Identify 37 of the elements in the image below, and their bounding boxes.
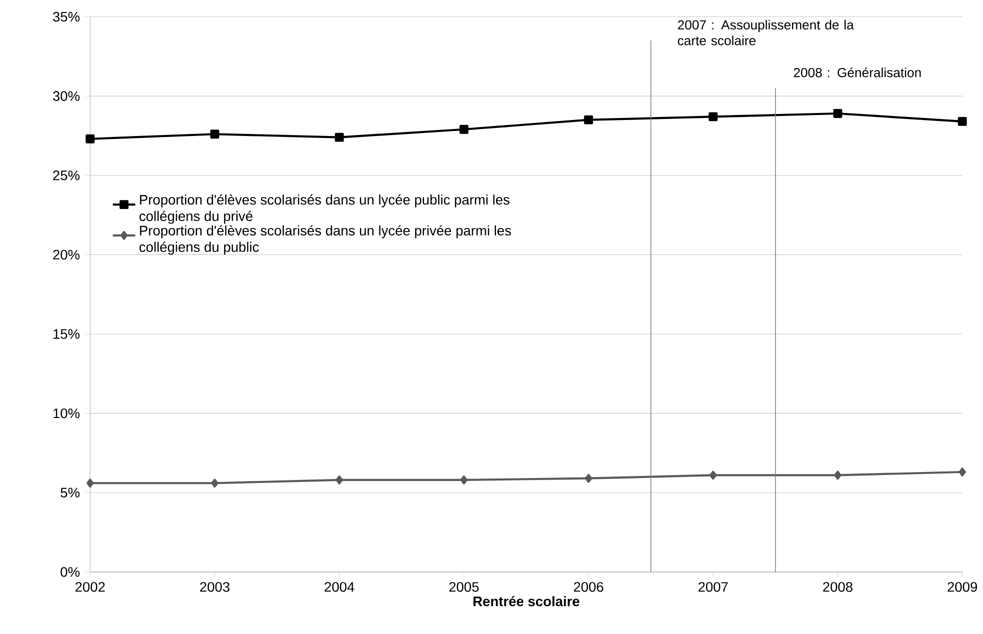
- legend-label: Proportion d'élèves scolarisés dans un lycée public parmi les collégiens du privé: [139, 194, 510, 224]
- point: [459, 124, 468, 134]
- x-axis-title: Rentrée scolaire: [474, 596, 580, 606]
- x-tick-label: 2008: [823, 582, 852, 592]
- point: [710, 470, 717, 480]
- y-tick-label: 25%: [53, 170, 80, 180]
- point: [584, 115, 593, 124]
- y-tick-label: 0%: [60, 567, 80, 577]
- y-tick-label: 10%: [54, 408, 80, 418]
- x-tick-label: 2005: [449, 582, 479, 592]
- y-tick-label: 20%: [53, 250, 80, 260]
- x-tick-label: 2004: [324, 582, 354, 592]
- ref-line-label: 2007 : Assouplissement de la carte scolaire: [678, 20, 854, 46]
- point: [86, 134, 95, 144]
- y-tick-label: 30%: [52, 91, 80, 101]
- point: [86, 478, 94, 488]
- x-tick-label: 2009: [948, 582, 977, 592]
- point: [210, 130, 220, 139]
- point: [708, 112, 718, 122]
- point: [584, 474, 592, 483]
- point: [958, 468, 966, 476]
- y-tick-label: 5%: [60, 488, 80, 498]
- x-tick-label: 2003: [200, 582, 230, 592]
- legend-label: Proportion d'élèves scolarisés dans un lycée privée parmi les collégiens du public: [139, 225, 511, 255]
- x-tick-label: 2002: [76, 582, 105, 592]
- point: [211, 478, 218, 488]
- point: [460, 475, 468, 484]
- point: [958, 116, 967, 126]
- y-tick-label: 35%: [52, 12, 80, 22]
- point: [334, 132, 344, 142]
- ref-line-label: 2008 : Généralisation: [794, 67, 921, 78]
- point: [834, 470, 842, 480]
- x-tick-label: 2007: [698, 582, 728, 592]
- point: [336, 475, 343, 484]
- y-tick-label: 15%: [54, 329, 80, 339]
- point: [833, 109, 842, 118]
- x-tick-label: 2006: [574, 582, 604, 592]
